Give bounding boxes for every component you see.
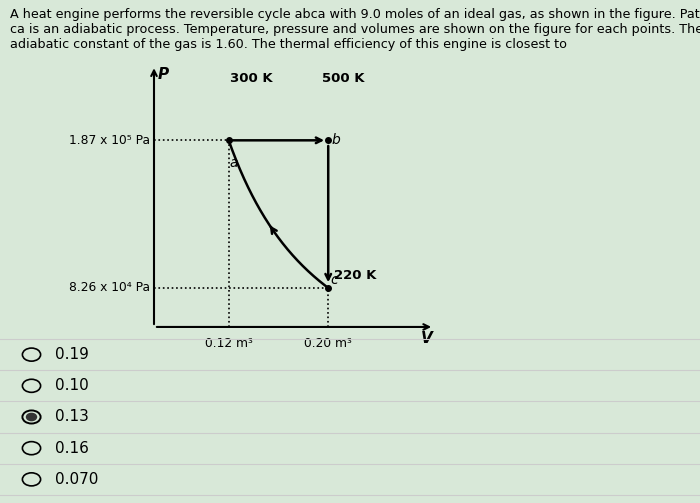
Text: ca is an adiabatic process. Temperature, pressure and volumes are shown on the f: ca is an adiabatic process. Temperature,… [10,23,700,36]
Text: A heat engine performs the reversible cycle abca with 9.0 moles of an ideal gas,: A heat engine performs the reversible cy… [10,8,700,21]
Text: adiabatic constant of the gas is 1.60. The thermal efficiency of this engine is : adiabatic constant of the gas is 1.60. T… [10,38,568,51]
Text: 500 K: 500 K [322,72,365,85]
Text: V: V [421,331,432,346]
Text: 0.20 m³: 0.20 m³ [304,337,352,350]
Text: 0.19: 0.19 [55,347,88,362]
Text: 1.87 x 10⁵ Pa: 1.87 x 10⁵ Pa [69,134,150,147]
Text: 300 K: 300 K [230,72,272,85]
Text: a: a [230,156,239,170]
Text: 220 K: 220 K [335,269,377,282]
Text: 0.16: 0.16 [55,441,88,456]
Text: 0.12 m³: 0.12 m³ [204,337,253,350]
Text: c: c [330,273,338,287]
Text: 0.070: 0.070 [55,472,98,487]
Text: 0.10: 0.10 [55,378,88,393]
Text: 8.26 x 10⁴ Pa: 8.26 x 10⁴ Pa [69,281,150,294]
Text: P: P [158,67,169,82]
Text: b: b [332,133,341,147]
Text: 0.13: 0.13 [55,409,88,425]
